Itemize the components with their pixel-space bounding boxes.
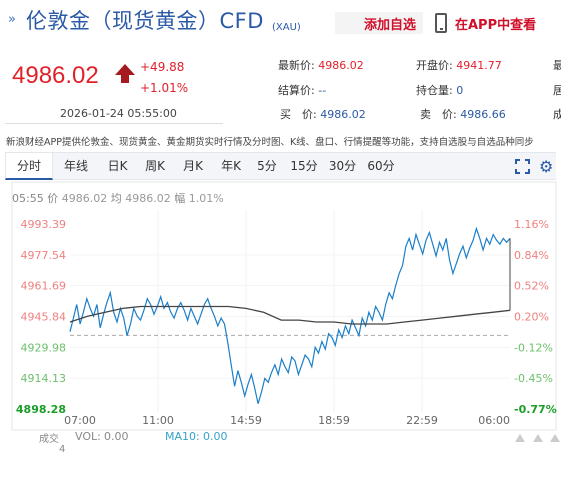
volume-side-value: 4: [59, 444, 66, 455]
tab-1[interactable]: 年线: [63, 159, 88, 173]
open-interest-field: 持仓量: 0: [416, 82, 463, 98]
phone-icon[interactable]: [435, 13, 447, 33]
y-tick-left-1: 4977.54: [21, 249, 67, 262]
y-tick-left-4: 4929.98: [21, 341, 67, 354]
fav-button-bg[interactable]: [335, 12, 423, 34]
ma10-value: 0.00: [203, 430, 228, 443]
x-tick-5: 06:00: [478, 414, 510, 427]
volume-up-icon-3[interactable]: [550, 434, 560, 442]
chart-avg-label: 均: [110, 192, 122, 205]
add-favorite-button[interactable]: 添加自选: [364, 18, 417, 33]
cut-label-2: 居: [553, 84, 561, 97]
cut-label-1: 最: [553, 59, 561, 72]
open-price-value: 4941.77: [456, 59, 502, 72]
feature-notice: 新浪财经APP提供伦敦金、现货黄金、黄金期货实时行情及分时图、K线、盘口、行情提…: [6, 137, 534, 148]
open-price-label: 开盘价:: [416, 59, 453, 72]
buy-price-field: 买 价: 4986.02: [280, 106, 366, 122]
x-tick-4: 22:59: [406, 414, 438, 427]
tab-6[interactable]: 5分: [257, 159, 277, 173]
chart-avg-value: 4986.02: [125, 192, 171, 205]
symbol-code: (XAU): [272, 22, 301, 33]
chart-tabs: ⚙ 分时 年线 日K 周K 月K 年K 5分 15分 30分 60分: [5, 152, 556, 180]
quote-divider: [5, 123, 223, 124]
chart-price-value: 4986.02: [61, 192, 108, 205]
quote-panel: 4986.02 +49.88 +1.01% 2026-01-24 05:55:0…: [0, 48, 561, 130]
chart-time: 05:55: [12, 192, 44, 205]
cut-field-3: 成: [553, 106, 561, 122]
current-price: 4986.02: [12, 62, 99, 89]
y-tick-right-0: 1.16%: [514, 218, 549, 231]
x-tick-1: 11:00: [142, 414, 174, 427]
x-tick-3: 18:59: [318, 414, 350, 427]
cut-label-3: 成: [553, 108, 561, 121]
cut-field-2: 居: [553, 82, 561, 98]
buy-price-label: 买 价:: [280, 108, 317, 121]
y-tick-left-6: 4898.28: [16, 403, 66, 416]
chart-price-label: 价: [47, 192, 59, 205]
y-tick-left-0: 4993.39: [21, 218, 67, 231]
y-tick-right-6: -0.77%: [514, 403, 557, 416]
tab-9[interactable]: 60分: [367, 159, 395, 173]
fullscreen-icon[interactable]: [515, 159, 530, 174]
tab-8[interactable]: 30分: [328, 159, 357, 173]
page-title: 伦敦金（现货黄金）CFD: [26, 9, 264, 33]
breadcrumb-arrows[interactable]: »: [8, 12, 16, 27]
open-in-app-button[interactable]: 在APP中查看: [455, 18, 537, 33]
y-tick-left-3: 4945.84: [21, 310, 67, 323]
settle-price-field: 结算价: --: [278, 82, 326, 98]
y-tick-right-3: 0.20%: [514, 310, 549, 323]
settle-price-label: 结算价:: [278, 84, 315, 97]
tab-7[interactable]: 15分: [290, 159, 318, 173]
price-change: +49.88: [140, 60, 185, 74]
title-bar: » 伦敦金（现货黄金）CFD (XAU) 添加自选 在APP中查看: [0, 0, 561, 42]
latest-price-label: 最新价:: [278, 59, 315, 72]
buy-price-value: 4986.02: [320, 108, 366, 121]
volume-side-label: 成交: [39, 434, 59, 445]
tab-4[interactable]: 月K: [183, 159, 203, 173]
settle-price-value: --: [318, 84, 327, 97]
latest-price-value: 4986.02: [318, 59, 364, 72]
x-tick-2: 14:59: [230, 414, 262, 427]
x-tick-0: 07:00: [64, 414, 96, 427]
tab-0[interactable]: 分时: [5, 153, 53, 180]
price-change-percent: +1.01%: [140, 81, 189, 95]
sell-price-value: 4986.66: [460, 108, 506, 121]
y-tick-right-1: 0.84%: [514, 249, 549, 262]
chart-amp-label: 幅: [174, 192, 186, 205]
chart-info-bar: 05:55 价 4986.02 均 4986.02 幅 1.01%: [12, 190, 224, 206]
chart-amp-value: 1.01%: [188, 192, 224, 205]
sell-price-label: 卖 价:: [420, 108, 457, 121]
vol-label: VOL:: [75, 430, 101, 443]
sell-price-field: 卖 价: 4986.66: [420, 106, 506, 122]
y-tick-right-5: -0.45%: [514, 372, 553, 385]
tab-2[interactable]: 日K: [107, 159, 128, 173]
latest-price-field: 最新价: 4986.02: [278, 57, 364, 73]
y-tick-right-4: -0.12%: [514, 341, 553, 354]
tab-5[interactable]: 年K: [221, 159, 241, 173]
up-arrow-icon: [115, 64, 135, 83]
open-interest-value: 0: [456, 84, 464, 97]
gear-icon[interactable]: ⚙: [539, 157, 554, 176]
volume-up-icon-2[interactable]: [533, 434, 543, 442]
y-tick-left-5: 4914.13: [21, 372, 67, 385]
quote-datetime: 2026-01-24 05:55:00: [60, 107, 177, 120]
open-price-field: 开盘价: 4941.77: [416, 57, 502, 73]
chart-frame: [11, 181, 557, 431]
vol-value: 0.00: [104, 430, 129, 443]
y-tick-right-2: 0.52%: [514, 280, 549, 293]
series-line-1: [69, 305, 511, 325]
cut-field-1: 最: [553, 57, 561, 73]
series-line-0: [69, 226, 511, 404]
y-tick-left-2: 4961.69: [21, 280, 67, 293]
volume-up-icon[interactable]: [515, 434, 525, 442]
tab-3[interactable]: 周K: [145, 159, 165, 173]
ma10-label: MA10:: [165, 430, 200, 443]
open-interest-label: 持仓量:: [416, 84, 453, 97]
